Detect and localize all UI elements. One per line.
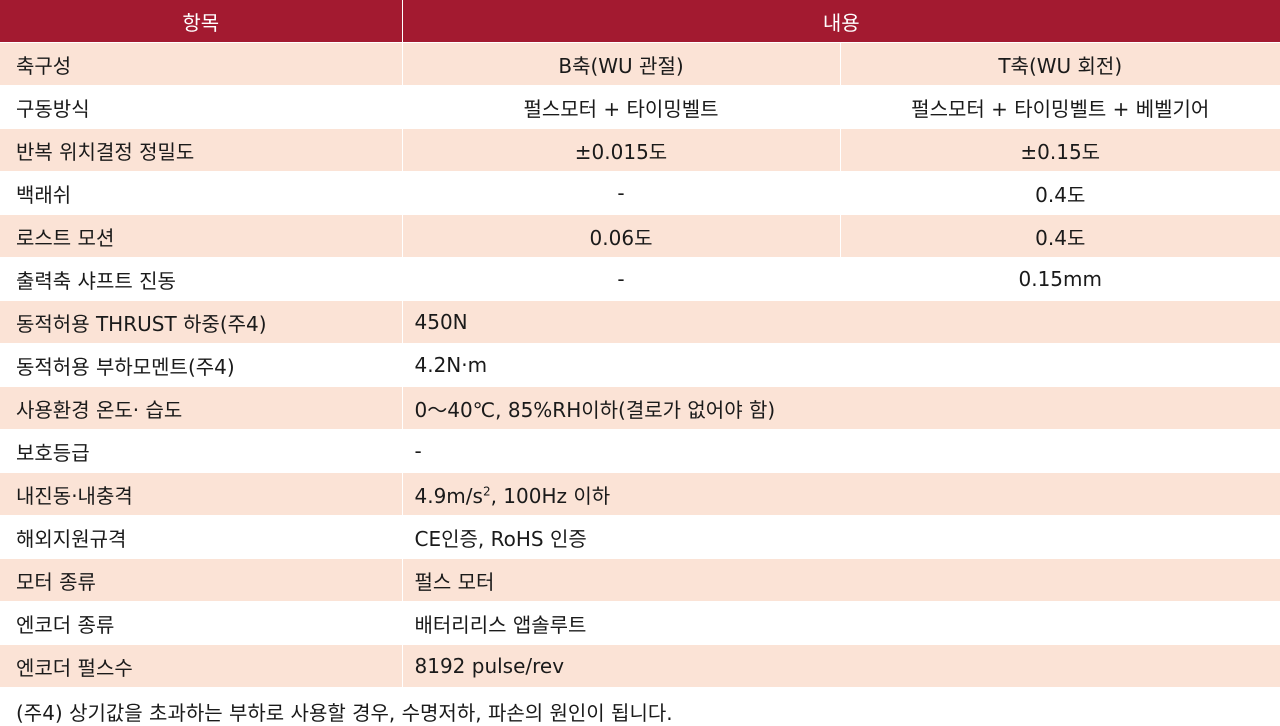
spec-table: 항목 내용 축구성 B축(WU 관절) T축(WU 회전) 구동방식 펄스모터 … bbox=[0, 0, 1280, 687]
row-value: 8192 pulse/rev bbox=[401, 644, 1280, 687]
table-row: 출력축 샤프트 진동 - 0.15mm bbox=[0, 257, 1280, 301]
row-value: 4.2N·m bbox=[401, 343, 1280, 387]
footnote: (주4) 상기값을 초과하는 부하로 사용할 경우, 수명저하, 파손의 원인이… bbox=[16, 701, 673, 725]
table-row: 모터 종류 펄스 모터 bbox=[0, 558, 1280, 602]
b-axis-value: B축(WU 관절) bbox=[401, 42, 840, 86]
row-label: 엔코더 종류 bbox=[0, 601, 402, 645]
t-axis-value: 펄스모터 + 타이밍벨트 + 베벨기어 bbox=[839, 85, 1280, 129]
table-row: 엔코더 펄스수 8192 pulse/rev bbox=[0, 644, 1280, 687]
t-axis-value: T축(WU 회전) bbox=[839, 42, 1280, 86]
table-row: 반복 위치결정 정밀도 ±0.015도 ±0.15도 bbox=[0, 128, 1280, 172]
row-label: 내진동·내충격 bbox=[0, 472, 402, 516]
row-value: CE인증, RoHS 인증 bbox=[401, 515, 1280, 559]
row-label: 로스트 모션 bbox=[0, 214, 402, 258]
row-value: - bbox=[401, 429, 1280, 473]
row-value: 배터리리스 앱솔루트 bbox=[401, 601, 1280, 645]
b-axis-value: 펄스모터 + 타이밍벨트 bbox=[401, 85, 840, 129]
t-axis-value: 0.4도 bbox=[839, 214, 1280, 258]
table-row: 내진동·내충격 4.9m/s2, 100Hz 이하 bbox=[0, 472, 1280, 516]
row-label: 동적허용 THRUST 하중(주4) bbox=[0, 300, 402, 344]
row-label: 엔코더 펄스수 bbox=[0, 644, 402, 687]
value-superscript: 2 bbox=[482, 483, 491, 498]
table-row: 보호등급 - bbox=[0, 429, 1280, 473]
table-row: 동적허용 부하모멘트(주4) 4.2N·m bbox=[0, 343, 1280, 387]
t-axis-value: 0.15mm bbox=[839, 257, 1280, 301]
header-item: 항목 bbox=[0, 0, 402, 43]
row-label: 보호등급 bbox=[0, 429, 402, 473]
t-axis-value: ±0.15도 bbox=[839, 128, 1280, 172]
table-row: 백래쉬 - 0.4도 bbox=[0, 171, 1280, 215]
row-label: 구동방식 bbox=[0, 85, 402, 129]
b-axis-value: - bbox=[401, 257, 840, 301]
header-row: 항목 내용 bbox=[0, 0, 1280, 43]
b-axis-value: ±0.015도 bbox=[401, 128, 840, 172]
row-label: 동적허용 부하모멘트(주4) bbox=[0, 343, 402, 387]
value-main: 4.9m/s bbox=[414, 483, 483, 508]
table-row: 엔코더 종류 배터리리스 앱솔루트 bbox=[0, 601, 1280, 645]
row-label: 출력축 샤프트 진동 bbox=[0, 257, 402, 301]
value-rest: , 100Hz 이하 bbox=[490, 483, 611, 508]
row-label: 백래쉬 bbox=[0, 171, 402, 215]
row-label: 모터 종류 bbox=[0, 558, 402, 602]
row-value: 펄스 모터 bbox=[401, 558, 1280, 602]
table-row: 축구성 B축(WU 관절) T축(WU 회전) bbox=[0, 42, 1280, 86]
t-axis-value: 0.4도 bbox=[839, 171, 1280, 215]
b-axis-value: - bbox=[401, 171, 840, 215]
row-value: 450N bbox=[401, 300, 1280, 344]
table-row: 동적허용 THRUST 하중(주4) 450N bbox=[0, 300, 1280, 344]
row-label: 반복 위치결정 정밀도 bbox=[0, 128, 402, 172]
table-row: 로스트 모션 0.06도 0.4도 bbox=[0, 214, 1280, 258]
row-value: 4.9m/s2, 100Hz 이하 bbox=[401, 472, 1280, 516]
row-label: 축구성 bbox=[0, 42, 402, 86]
header-content: 내용 bbox=[401, 0, 1280, 43]
table-row: 사용환경 온도· 습도 0～40℃, 85%RH이하(결로가 없어야 함) bbox=[0, 386, 1280, 430]
row-label: 사용환경 온도· 습도 bbox=[0, 386, 402, 430]
b-axis-value: 0.06도 bbox=[401, 214, 840, 258]
table-row: 구동방식 펄스모터 + 타이밍벨트 펄스모터 + 타이밍벨트 + 베벨기어 bbox=[0, 85, 1280, 129]
table-row: 해외지원규격 CE인증, RoHS 인증 bbox=[0, 515, 1280, 559]
row-label: 해외지원규격 bbox=[0, 515, 402, 559]
row-value: 0～40℃, 85%RH이하(결로가 없어야 함) bbox=[401, 386, 1280, 430]
